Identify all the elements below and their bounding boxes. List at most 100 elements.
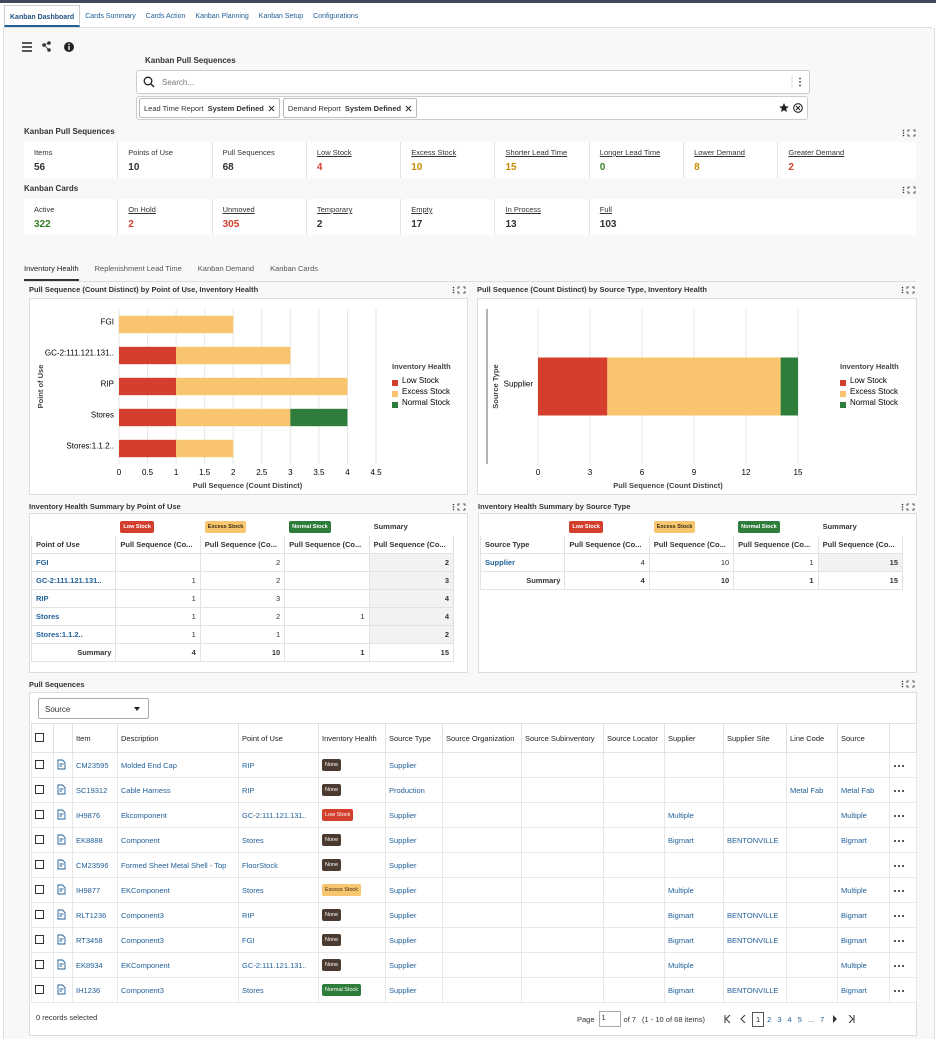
row-label[interactable]: FGI <box>30 553 117 572</box>
column-header[interactable]: Point of Use <box>238 723 319 753</box>
cell[interactable]: Multiple <box>664 952 724 978</box>
sub-tab[interactable]: Kanban Cards <box>270 264 319 273</box>
more-actions[interactable] <box>893 814 905 818</box>
cell[interactable]: BENTONVILLE <box>723 977 787 1003</box>
search-box[interactable]: Search... <box>136 70 810 94</box>
favorite-icon[interactable] <box>779 103 789 112</box>
metric-card[interactable]: Shorter Lead Time 15 <box>495 142 590 178</box>
clear-icon[interactable] <box>793 103 803 113</box>
cell[interactable]: Multiple <box>664 802 724 828</box>
more-actions[interactable] <box>893 864 905 868</box>
cell[interactable]: RT3458 <box>72 927 118 953</box>
column-header[interactable]: Source <box>837 723 890 753</box>
metric-label[interactable]: Greater Demand <box>788 148 845 157</box>
more-actions[interactable] <box>893 789 905 793</box>
page-input[interactable]: 1 <box>598 1011 621 1027</box>
cell[interactable]: Multiple <box>837 952 890 978</box>
panel-actions[interactable] <box>901 503 915 511</box>
share-icon[interactable] <box>42 41 51 52</box>
next-page[interactable] <box>830 1015 840 1023</box>
checkbox[interactable] <box>35 732 44 742</box>
metric-label[interactable]: Longer Lead Time <box>599 148 661 157</box>
nav-tab[interactable]: Cards Action <box>145 13 186 20</box>
metric-card[interactable]: On Hold 2 <box>118 199 213 235</box>
more-actions[interactable] <box>893 889 905 893</box>
cell[interactable]: Component <box>117 827 239 853</box>
column-header[interactable]: Inventory Health <box>318 723 386 753</box>
sub-tab[interactable]: Replenishment Lead Time <box>94 264 182 273</box>
cell[interactable]: Multiple <box>837 877 890 903</box>
cell[interactable]: EKComponent <box>117 952 239 978</box>
cell[interactable]: Bigmart <box>664 977 724 1003</box>
previous-page[interactable] <box>739 1015 749 1023</box>
checkbox[interactable] <box>35 984 44 994</box>
panel-actions[interactable] <box>901 680 915 688</box>
cell[interactable]: RIP <box>238 752 319 778</box>
checkbox[interactable] <box>35 809 44 819</box>
more-actions[interactable] <box>893 939 905 943</box>
info-icon[interactable] <box>64 42 74 52</box>
cell[interactable]: GC-2:111.121.131.. <box>238 952 319 978</box>
panel-actions[interactable] <box>901 286 915 294</box>
checkbox[interactable] <box>35 884 44 894</box>
cell[interactable]: Supplier <box>385 902 443 928</box>
menu-icon[interactable] <box>22 42 32 52</box>
metric-card[interactable]: Greater Demand 2 <box>778 142 872 178</box>
panel-actions[interactable] <box>902 129 916 137</box>
panel-actions[interactable] <box>452 503 466 511</box>
checkbox[interactable] <box>35 934 44 944</box>
row-label[interactable]: RIP <box>30 589 117 608</box>
cell[interactable]: Stores <box>238 977 319 1003</box>
checkbox[interactable] <box>35 909 44 919</box>
detail-icon[interactable] <box>57 809 66 820</box>
column-header[interactable]: Supplier <box>664 723 724 753</box>
nav-tab[interactable]: Cards Summary <box>85 13 136 20</box>
checkbox[interactable] <box>35 759 44 769</box>
cell[interactable]: Bigmart <box>837 977 890 1003</box>
metric-label[interactable]: Empty <box>411 205 433 214</box>
cell[interactable]: FloorStock <box>238 852 319 878</box>
metric-card[interactable]: Unmoved 305 <box>213 199 307 235</box>
cell[interactable]: Component3 <box>117 902 239 928</box>
cell[interactable]: RLT1236 <box>72 902 118 928</box>
column-header[interactable]: Source Type <box>385 723 443 753</box>
cell[interactable]: RIP <box>238 902 319 928</box>
cell[interactable]: IH9876 <box>72 802 118 828</box>
cell[interactable]: Cable Harness <box>117 777 239 803</box>
cell[interactable]: Production <box>385 777 443 803</box>
detail-icon[interactable] <box>57 984 66 995</box>
page-number[interactable]: 1 <box>752 1011 765 1027</box>
page-number[interactable]: 3 <box>777 1014 782 1024</box>
cell[interactable]: Supplier <box>385 802 443 828</box>
last-page[interactable] <box>846 1015 856 1023</box>
nav-tab[interactable]: Kanban Setup <box>258 13 304 20</box>
page-number[interactable]: 4 <box>787 1014 792 1024</box>
metric-label[interactable]: Temporary <box>316 205 353 214</box>
cell[interactable]: Bigmart <box>664 902 724 928</box>
cell[interactable]: Supplier <box>385 927 443 953</box>
metric-label[interactable]: Full <box>599 205 612 214</box>
metric-card[interactable]: Full 103 <box>590 199 684 235</box>
page-number[interactable]: 5 <box>797 1014 802 1024</box>
cell[interactable]: EK8934 <box>72 952 118 978</box>
metric-label[interactable]: Shorter Lead Time <box>505 148 568 157</box>
cell[interactable]: FGI <box>238 927 319 953</box>
panel-actions[interactable] <box>452 286 466 294</box>
metric-label[interactable]: Unmoved <box>222 205 255 214</box>
cell[interactable]: Bigmart <box>837 927 890 953</box>
cell[interactable]: Ekcomponent <box>117 802 239 828</box>
search-menu[interactable] <box>791 75 805 89</box>
page-number[interactable]: 7 <box>820 1014 825 1024</box>
cell[interactable]: Component3 <box>117 927 239 953</box>
cell[interactable]: Multiple <box>664 877 724 903</box>
cell[interactable]: Supplier <box>385 877 443 903</box>
more-actions[interactable] <box>893 764 905 768</box>
column-header[interactable]: Supplier Site <box>723 723 787 753</box>
cell[interactable]: Supplier <box>385 977 443 1003</box>
sub-tab[interactable]: Inventory Health <box>24 262 79 281</box>
column-header[interactable]: Source Subinventory <box>521 723 604 753</box>
row-label[interactable]: Stores:1.1.2.. <box>30 625 117 644</box>
cell[interactable]: SC19312 <box>72 777 118 803</box>
cell[interactable]: Supplier <box>385 952 443 978</box>
cell[interactable]: CM23595 <box>72 752 118 778</box>
